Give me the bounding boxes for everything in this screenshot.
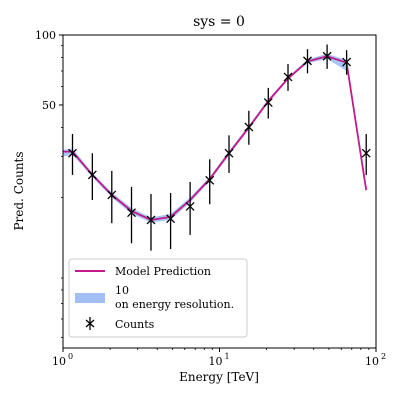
y-axis: 50 100: [35, 29, 63, 338]
x-axis: 10 0 10 1 10 2: [52, 348, 386, 368]
counts-point: [68, 133, 77, 175]
plot-area: [63, 44, 371, 251]
x-tick-exponent: 1: [225, 352, 230, 361]
counts-point: [146, 193, 156, 251]
counts-point: [185, 182, 195, 235]
counts-point: [87, 153, 97, 200]
counts-point: [205, 159, 215, 205]
counts-point: [107, 170, 117, 224]
x-tick-label: 10: [209, 355, 223, 368]
counts-point: [322, 44, 332, 69]
uncertainty-band: [63, 53, 347, 223]
model-prediction-line: [63, 55, 368, 221]
counts-point: [166, 193, 176, 250]
legend-counts-label: Counts: [115, 318, 155, 331]
counts-point: [283, 64, 293, 91]
chart-title: sys = 0: [193, 14, 245, 30]
legend-band-label-line2: on energy resolution.: [115, 298, 234, 311]
x-tick-exponent: 0: [68, 352, 73, 361]
legend-band-label-line1: 10: [115, 284, 129, 297]
counts-point: [224, 135, 234, 173]
legend: Model Prediction 10 on energy resolution…: [68, 258, 248, 338]
legend-box: [68, 258, 248, 338]
y-tick-label: 100: [35, 29, 56, 42]
counts-point: [361, 133, 371, 175]
counts-point: [263, 87, 273, 119]
counts-point: [244, 110, 254, 145]
legend-counts-marker: [85, 317, 95, 330]
counts-point: [342, 50, 352, 75]
counts-point: [127, 186, 136, 244]
y-tick-label: 50: [42, 99, 56, 112]
legend-band-patch: [75, 293, 105, 303]
x-tick-exponent: 2: [381, 352, 386, 361]
legend-model-label: Model Prediction: [115, 265, 211, 278]
x-tick-label: 10: [52, 355, 66, 368]
counts-point: [303, 49, 312, 74]
x-axis-label: Energy [TeV]: [179, 370, 259, 384]
y-axis-label: Pred. Counts: [12, 151, 26, 230]
x-tick-label: 10: [365, 355, 379, 368]
